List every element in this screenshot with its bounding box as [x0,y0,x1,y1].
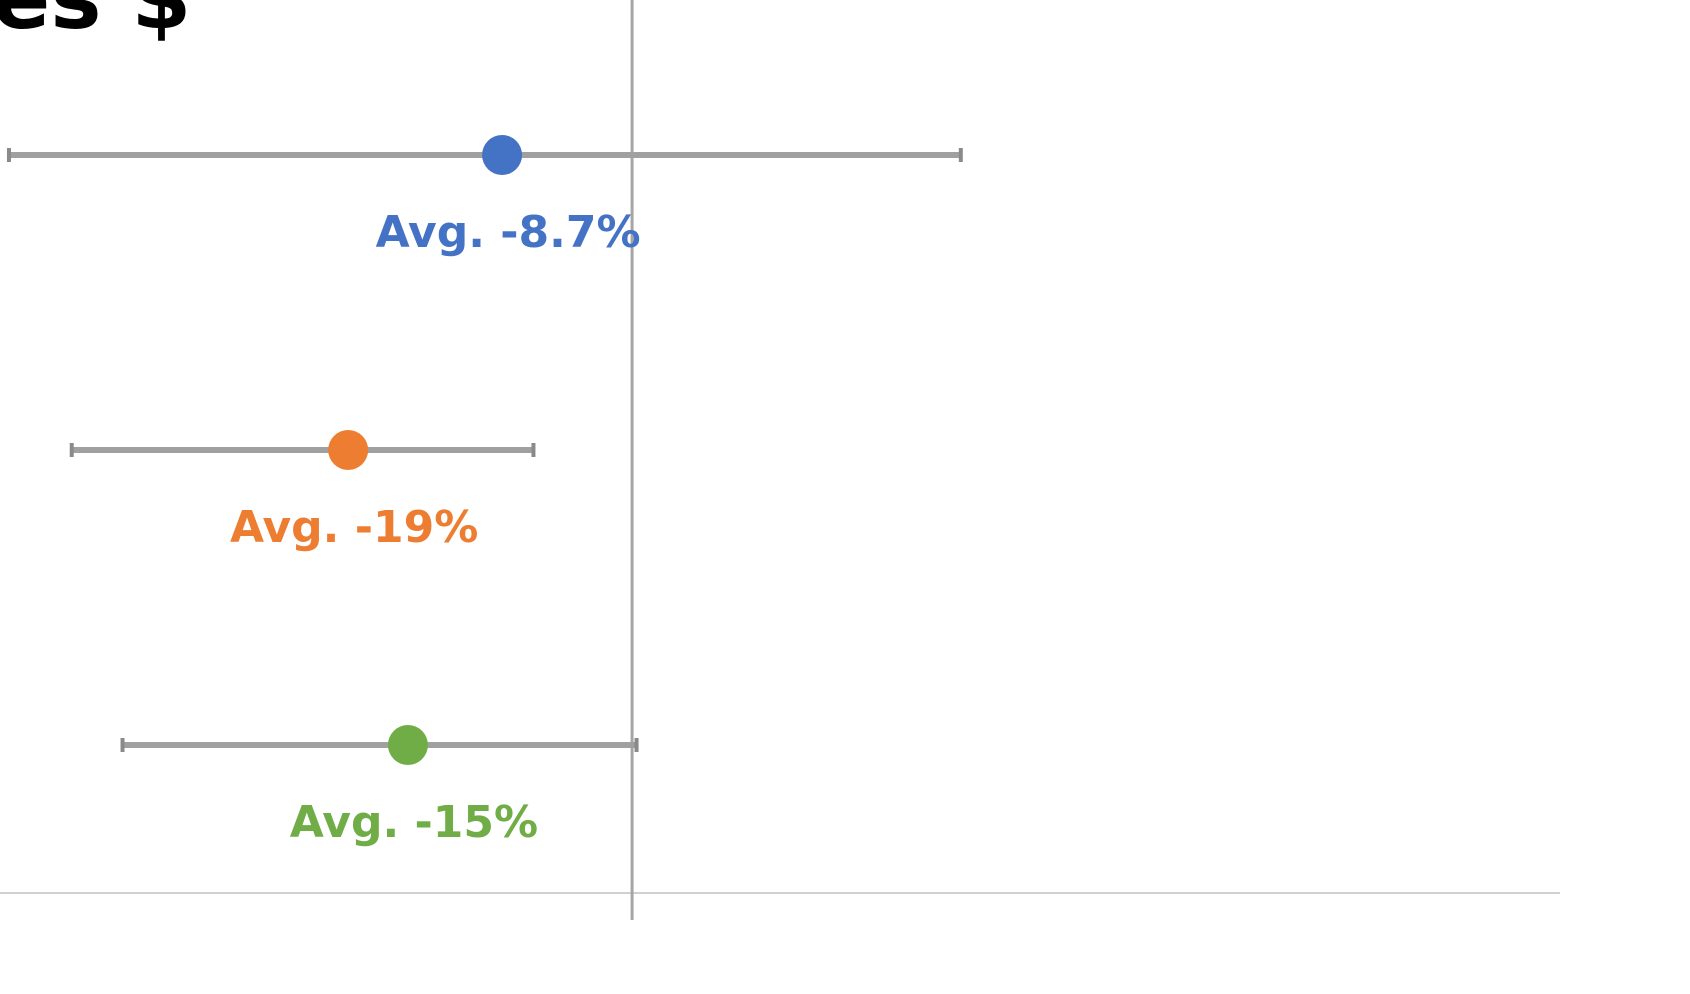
dot [387,725,428,765]
chart-title: es $ [0,0,191,49]
dot [482,135,523,175]
data-label: Avg. -8.7% [376,207,641,258]
data-label: Avg. -15% [290,797,538,848]
data-label: Avg. -19% [230,502,478,553]
dot [328,430,369,470]
